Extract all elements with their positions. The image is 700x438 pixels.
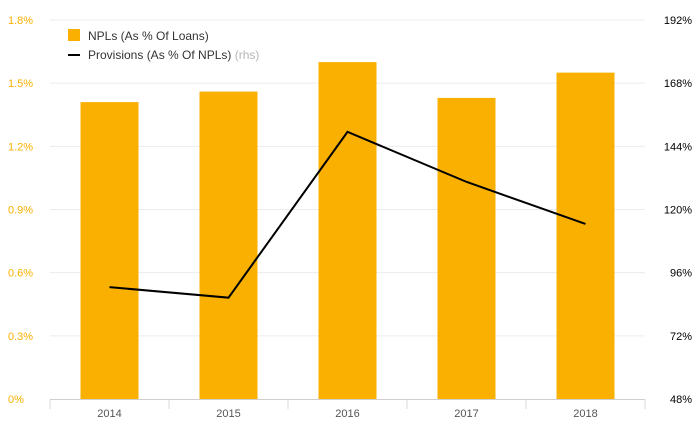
left-tick-label: 0.3% (8, 331, 33, 343)
legend-label-provisions: Provisions (As % Of NPLs) (rhs) (88, 48, 259, 62)
right-tick-label: 120% (664, 205, 692, 217)
bar-2015 (199, 91, 258, 399)
right-tick-label: 168% (664, 78, 692, 90)
legend: NPLs (As % Of Loans) Provisions (As % Of … (68, 29, 259, 62)
left-tick-label: 1.8% (8, 15, 33, 27)
bar-series (80, 62, 615, 400)
legend-label-npls: NPLs (As % Of Loans) (88, 29, 209, 43)
bar-2016 (318, 62, 377, 399)
left-tick-label: 0% (8, 394, 24, 406)
line-series (109, 130, 586, 299)
left-tick-label: 1.2% (8, 141, 33, 153)
x-tick-label: 2018 (573, 408, 597, 420)
legend-rhs-note: (rhs) (235, 48, 260, 62)
x-tick-label: 2016 (335, 408, 359, 420)
legend-swatch-npls (68, 29, 80, 41)
x-tick-label: 2014 (97, 408, 121, 420)
left-tick-label: 0.6% (8, 268, 33, 280)
left-tick-label: 1.5% (8, 78, 33, 90)
right-tick-label: 72% (670, 331, 692, 343)
axes: 2014 2015 2016 2017 2018 0% 0.3% 0.6% 0.9% 1.2% 1.… (8, 15, 692, 420)
x-tick-label: 2017 (454, 408, 478, 420)
provisions-line (109, 130, 586, 299)
x-tick-label: 2015 (216, 408, 240, 420)
right-tick-label: 48% (670, 394, 692, 406)
right-tick-label: 192% (664, 15, 692, 27)
left-tick-label: 0.9% (8, 205, 33, 217)
bar-2018 (556, 72, 615, 399)
bar-2017 (437, 97, 496, 400)
bar-2014 (80, 102, 139, 399)
right-tick-label: 96% (670, 268, 692, 280)
right-tick-label: 144% (664, 141, 692, 153)
